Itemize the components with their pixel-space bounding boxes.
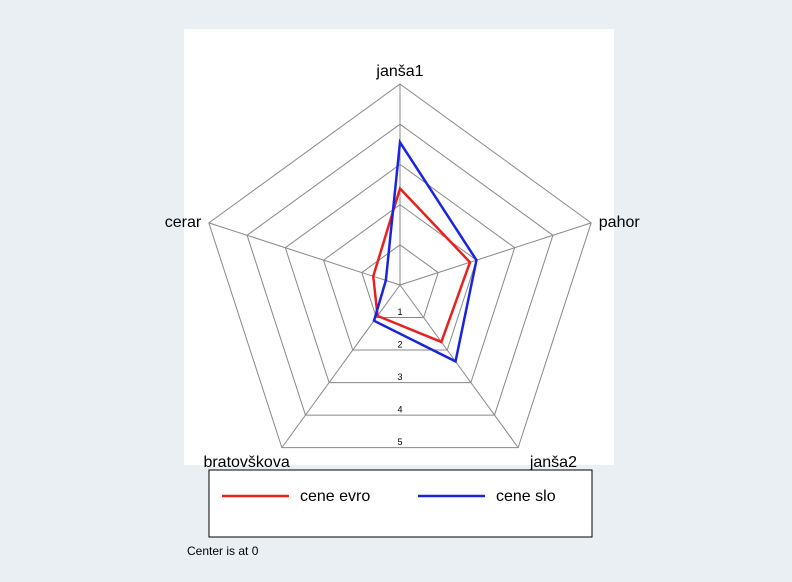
tick-label: 5: [397, 437, 402, 447]
category-label: cerar: [165, 214, 202, 231]
spoke: [281, 284, 401, 448]
note: Center is at 0: [187, 544, 259, 558]
legend-label: cene evro: [300, 488, 370, 505]
grid-ring: [208, 83, 592, 449]
spoke: [208, 222, 401, 286]
spoke: [399, 284, 519, 448]
grid-ring: [361, 244, 439, 319]
legend-label: cene slo: [496, 488, 556, 505]
tick-label: 3: [397, 372, 402, 382]
category-label: janša1: [375, 63, 423, 80]
grid-ring: [284, 163, 516, 384]
grid-ring: [246, 123, 554, 416]
category-label: bratovškova: [203, 454, 289, 471]
legend-box: [208, 469, 593, 538]
category-label: pahor: [599, 214, 641, 231]
series-line: [372, 138, 478, 364]
tick-label: 1: [397, 307, 402, 317]
spoke: [399, 222, 592, 286]
tick-label: 2: [397, 339, 402, 349]
category-label: janša2: [529, 454, 577, 471]
plot-area: [184, 29, 614, 465]
series-line: [371, 186, 472, 344]
tick-label: 4: [397, 404, 402, 414]
grid-ring: [322, 203, 478, 351]
